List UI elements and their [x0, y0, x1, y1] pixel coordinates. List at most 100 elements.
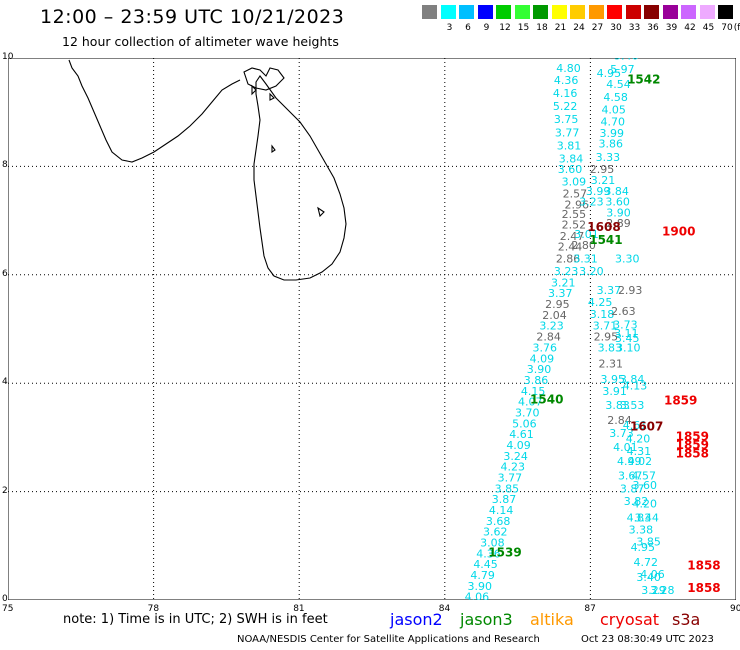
wave-height-value: 4.79	[470, 569, 495, 582]
wave-height-value: 4.20	[633, 498, 658, 511]
graticule	[8, 58, 736, 600]
islet	[269, 92, 275, 101]
wave-height-value: 3.75	[554, 113, 579, 126]
mission-label: jason2	[390, 610, 443, 629]
wave-height-value: 4.01	[613, 441, 638, 454]
wave-height-value: 3.23	[579, 196, 604, 209]
wave-height-map: 4.80 4.36 4.16 5.22 3.75 3.77 3.81 3.84 3.60 3.09…	[2, 52, 740, 614]
wave-height-value: 3.24	[503, 450, 528, 463]
wave-height-value: 5.97	[610, 63, 635, 76]
wave-height-value: 4.54	[606, 78, 631, 91]
wave-height-value: 3.90	[606, 206, 631, 219]
wave-height-value: 3.81	[557, 139, 582, 152]
legend-swatch	[459, 5, 474, 19]
pass-time-label: 1859	[676, 438, 709, 452]
wave-height-value: 3.73	[609, 427, 634, 440]
longitude-tick-label: 81	[293, 604, 305, 614]
wave-height-value: 2.57	[563, 188, 588, 201]
pass-time-label: 1608	[587, 220, 620, 234]
wave-height-value: 4.09	[506, 439, 531, 452]
wave-height-value: 2.04	[542, 309, 567, 322]
legend-label: 21	[554, 23, 567, 33]
wave-height-value: 3.29	[641, 584, 666, 597]
legend-swatch	[607, 5, 622, 19]
wave-height-value: 3.84	[604, 185, 629, 198]
wave-height-value: 3.84	[559, 152, 584, 165]
wave-height-value: 2.55	[562, 208, 587, 221]
wave-height-value: 3.60	[605, 196, 630, 209]
jaffna-peninsula	[243, 67, 285, 91]
legend-label: 39	[665, 23, 678, 33]
legend-label: 42	[684, 23, 696, 33]
mission-label: s3a	[672, 610, 701, 629]
islet	[251, 84, 257, 96]
wave-height-value: 3.37	[548, 287, 573, 300]
islet	[317, 206, 325, 218]
wave-height-value: 4.02	[628, 455, 653, 468]
wave-height-value: 3.90	[527, 363, 552, 376]
wave-height-value: 4.13	[642, 598, 667, 600]
longitude-tick-label: 78	[147, 604, 160, 614]
wave-height-value: 3.87	[620, 482, 645, 495]
wave-height-value: 5.06	[512, 417, 537, 430]
wave-height-value: 3.76	[533, 341, 558, 354]
wave-height-value: 4.95	[597, 67, 622, 80]
wave-height-value: 3.18	[590, 308, 615, 321]
sri-lanka-coastline	[68, 59, 347, 281]
wave-height-value: 5.46	[614, 58, 639, 62]
observation-layer: 4.804.364.165.223.753.773.813.843.603.09…	[465, 58, 721, 600]
wave-height-value: 3.11	[614, 327, 639, 340]
wave-height-value: 4.13	[623, 379, 648, 392]
pass-time-label: 1859	[676, 429, 709, 443]
wave-height-value: 4.36	[476, 547, 501, 560]
wave-height-value: 2.47	[560, 230, 585, 243]
wave-height-value: 3.31	[573, 253, 598, 266]
wave-height-value: 2.84	[607, 414, 632, 427]
latitude-tick-label: 4	[2, 377, 8, 388]
wave-height-value: 2.31	[599, 358, 624, 371]
legend-swatch	[718, 5, 733, 19]
legend-label: 6	[465, 23, 471, 33]
wave-height-value: 2.93	[618, 284, 643, 297]
legend-swatch	[588, 5, 604, 19]
legend-label: 30	[610, 23, 622, 33]
wave-height-value: 4.09	[530, 352, 555, 365]
legend-swatch	[625, 5, 641, 19]
longitude-tick-label: 87	[584, 604, 596, 614]
wave-height-value: 3.23	[554, 265, 579, 278]
wave-height-value: 3.10	[616, 341, 641, 354]
wave-height-value: 3.99	[586, 185, 611, 198]
wave-height-value: 3.45	[615, 332, 640, 345]
wave-height-value: 3.77	[555, 126, 580, 139]
legend-label: 9	[483, 23, 490, 33]
pass-time-label: 1607	[630, 420, 663, 434]
wave-height-value: 2.44	[558, 241, 583, 254]
pass-time-label: 1858	[676, 447, 709, 461]
wave-height-value: 4.57	[632, 469, 657, 482]
wave-height-value: 2.95	[594, 331, 619, 344]
map-subtitle: 12 hour collection of altimeter wave hei…	[62, 34, 339, 49]
legend-label: 3	[446, 23, 453, 33]
wave-height-value: 4.31	[627, 445, 652, 458]
wave-height-value: 3.40	[636, 571, 661, 584]
wave-height-value: 3.30	[615, 253, 640, 266]
wave-height-value: 4.61	[623, 419, 648, 432]
map-canvas: 4.804.364.165.223.753.773.813.843.603.09…	[8, 58, 736, 600]
legend-label: 12	[499, 23, 511, 33]
legend-label: 27	[591, 23, 604, 33]
pass-time-label: 1540	[530, 392, 563, 406]
wave-height-value: 4.15	[521, 385, 546, 398]
wave-height-value: 2.89	[606, 217, 631, 230]
wave-height-value: 3.82	[624, 495, 649, 508]
islet	[271, 144, 276, 154]
wave-height-value: 3.44	[634, 512, 659, 525]
legend-label: 36	[647, 23, 659, 33]
legend-label: 18	[536, 23, 548, 33]
latitude-tick-label: 8	[2, 160, 8, 171]
wave-height-value: 4.95	[631, 541, 656, 554]
wave-height-value: 3.67	[618, 469, 643, 482]
pass-time-label: 1542	[627, 73, 660, 87]
wave-height-value: 4.25	[588, 296, 613, 309]
wave-height-value: 3.23	[539, 320, 564, 333]
footer-note: note: 1) Time is in UTC; 2) SWH is in fe…	[63, 612, 328, 627]
